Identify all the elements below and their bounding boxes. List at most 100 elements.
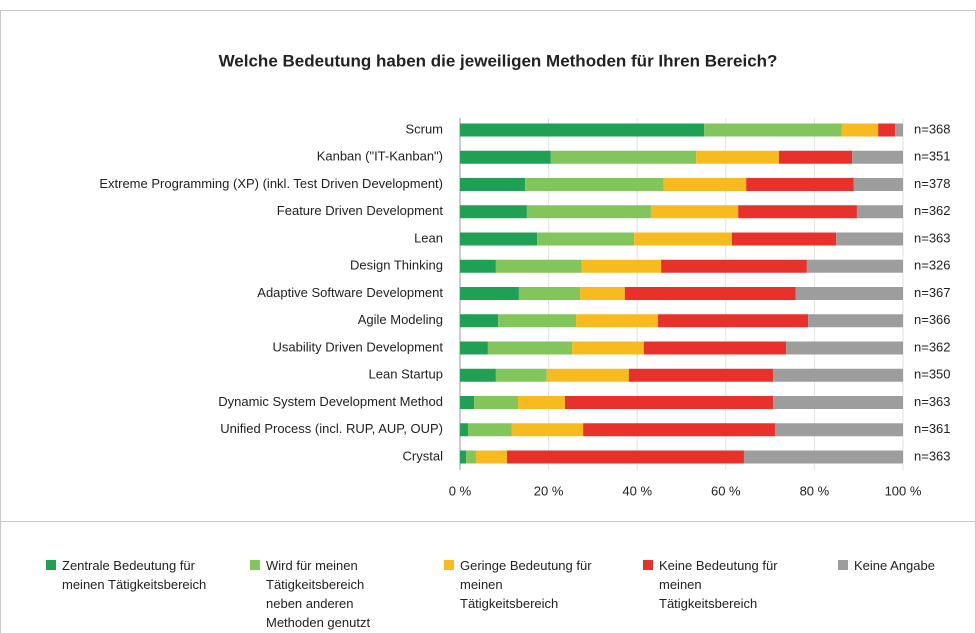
bar-segment xyxy=(460,341,488,355)
bar-segment xyxy=(696,150,779,164)
y-tick-label: Unified Process (incl. RUP, AUP, OUP) xyxy=(220,421,443,436)
bar-segment xyxy=(550,150,697,164)
bar-segment xyxy=(474,396,519,409)
bar-segment xyxy=(475,450,507,464)
n-label: n=350 xyxy=(914,367,951,382)
legend-swatch xyxy=(250,560,260,570)
bar-segment xyxy=(495,259,582,273)
bar-segment xyxy=(778,150,853,164)
bar-segment xyxy=(498,314,577,328)
bar-segment xyxy=(634,232,733,246)
y-tick-label: Usability Driven Development xyxy=(272,339,443,354)
bar-segment xyxy=(518,396,565,409)
y-tick-label: Kanban ("IT-Kanban") xyxy=(317,149,443,164)
bar-segment xyxy=(460,450,467,464)
y-tick-label: Lean xyxy=(414,230,443,245)
n-label: n=362 xyxy=(914,203,951,218)
bar-segment xyxy=(808,314,903,328)
bar-segment xyxy=(460,314,499,328)
bar-segment xyxy=(746,178,854,191)
x-tick-label: 20 % xyxy=(534,483,564,498)
bar-segment xyxy=(495,368,547,382)
legend-swatch xyxy=(643,560,653,570)
bar-segment xyxy=(841,123,879,137)
bar-segment xyxy=(460,123,705,137)
bar-segment xyxy=(487,341,573,355)
legend-swatch xyxy=(444,560,454,570)
bar-segment xyxy=(467,423,512,437)
legend-label: Keine Angabe xyxy=(854,558,935,573)
bar-segment xyxy=(460,396,475,409)
x-tick-label: 100 % xyxy=(885,483,922,498)
n-label: n=361 xyxy=(914,421,951,436)
bar-segment xyxy=(852,150,903,164)
bar-segment xyxy=(643,341,787,355)
bar-segment xyxy=(525,178,664,191)
legend-label: Keine Bedeutung für meinen Tätigkeitsber… xyxy=(659,558,778,611)
legend-swatch xyxy=(46,560,56,570)
n-label: n=363 xyxy=(914,448,951,463)
bar-segment xyxy=(704,123,842,137)
bar-segment xyxy=(795,287,903,300)
bar-segment xyxy=(572,341,644,355)
bar-segment xyxy=(658,314,809,328)
bar-segment xyxy=(856,205,903,219)
bar-segment xyxy=(836,232,903,246)
y-tick-label: Adaptive Software Development xyxy=(257,285,443,300)
bar-segment xyxy=(460,150,551,164)
bar-segment xyxy=(581,259,662,273)
x-tick-label: 40 % xyxy=(622,483,652,498)
bar-segment xyxy=(786,341,903,355)
legend-swatch xyxy=(838,560,848,570)
bar-segment xyxy=(460,259,496,273)
bar-segment xyxy=(511,423,584,437)
bar-segment xyxy=(806,259,903,273)
bar-segment xyxy=(738,205,857,219)
legend-label: Geringe Bedeutung für meinen Tätigkeitsb… xyxy=(460,558,592,611)
y-tick-label: Agile Modeling xyxy=(358,312,443,327)
bar-segment xyxy=(773,368,903,382)
x-tick-label: 60 % xyxy=(711,483,741,498)
bar-segment xyxy=(624,287,796,300)
bar-segment xyxy=(583,423,775,437)
bar-segment xyxy=(743,450,903,464)
x-tick-label: 0 % xyxy=(449,483,472,498)
bar-segment xyxy=(878,123,896,137)
bar-segment xyxy=(460,232,538,246)
chart-title: Welche Bedeutung haben die jeweiligen Me… xyxy=(219,51,778,70)
bar-segment xyxy=(537,232,635,246)
y-tick-label: Design Thinking xyxy=(350,258,443,273)
legend-label: Wird für meinen Tätigkeitsbereich neben … xyxy=(266,558,371,630)
bar-segment xyxy=(895,123,903,137)
bar-segment xyxy=(466,450,476,464)
n-label: n=363 xyxy=(914,230,951,245)
bar-segment xyxy=(732,232,837,246)
y-tick-label: Lean Startup xyxy=(369,367,443,382)
bar-segment xyxy=(460,423,468,437)
bar-segment xyxy=(576,314,659,328)
n-label: n=368 xyxy=(914,121,951,136)
bar-segment xyxy=(518,287,581,300)
bar-segment xyxy=(460,178,526,191)
bar-segment xyxy=(460,287,519,300)
bar-segment xyxy=(628,368,774,382)
bar-segment xyxy=(661,259,807,273)
n-label: n=363 xyxy=(914,394,951,409)
bar-segment xyxy=(546,368,629,382)
bar-segment xyxy=(650,205,739,219)
bar-segment xyxy=(773,396,903,409)
y-tick-label: Feature Driven Development xyxy=(277,203,444,218)
bar-segment xyxy=(564,396,774,409)
bar-segment xyxy=(460,205,527,219)
n-label: n=351 xyxy=(914,149,951,164)
n-label: n=326 xyxy=(914,258,951,273)
n-label: n=367 xyxy=(914,285,951,300)
y-tick-label: Crystal xyxy=(403,448,444,463)
y-tick-label: Dynamic System Development Method xyxy=(218,394,443,409)
y-tick-label: Extreme Programming (XP) (inkl. Test Dri… xyxy=(99,176,443,191)
legend-label: Zentrale Bedeutung für meinen Tätigkeits… xyxy=(62,558,207,592)
n-label: n=378 xyxy=(914,176,951,191)
bar-segment xyxy=(853,178,903,191)
